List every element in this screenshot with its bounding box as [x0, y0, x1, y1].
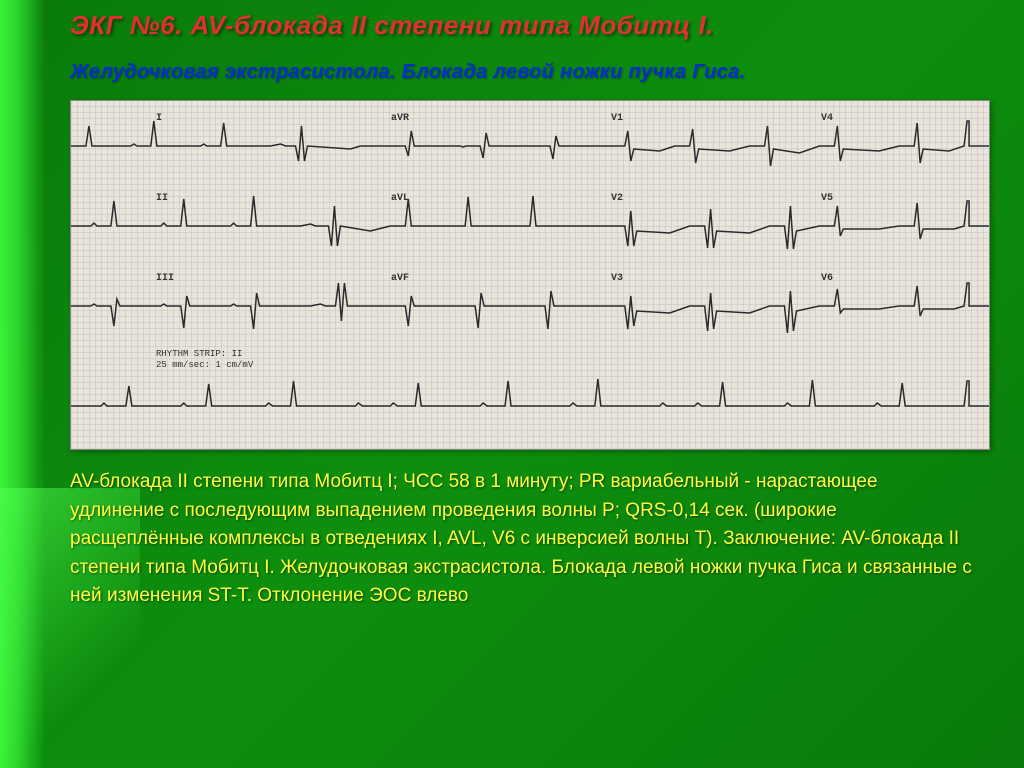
lead-label-III: III [156, 273, 174, 284]
lead-label-aVF: aVF [391, 273, 409, 284]
slide-content: ЭКГ №6. AV-блокада II степени типа Мобит… [0, 0, 1024, 631]
lead-label-aVR: aVR [391, 113, 409, 124]
lead-label-V3: V3 [611, 273, 623, 284]
slide-title: ЭКГ №6. AV-блокада II степени типа Мобит… [70, 10, 994, 41]
ecg-trace-1 [71, 191, 989, 261]
lead-label-II: II [156, 193, 168, 204]
ecg-rhythm-strip [71, 371, 989, 441]
lead-label-V5: V5 [821, 193, 833, 204]
ecg-trace-2 [71, 271, 989, 341]
lead-label-V1: V1 [611, 113, 623, 124]
ecg-chart: I aVR V1 V4 II aVL V2 V5 III aVF V3 V6 [70, 100, 990, 450]
slide-description: AV-блокада II степени типа Мобитц I; ЧСС… [70, 468, 994, 611]
ecg-row-1: II aVL V2 V5 [71, 191, 989, 261]
lead-label-V4: V4 [821, 113, 833, 124]
strip-label-line1: RHYTHM STRIP: II [156, 349, 253, 360]
strip-label-line2: 25 mm/sec: 1 cm/mV [156, 360, 253, 371]
ecg-row-0: I aVR V1 V4 [71, 111, 989, 181]
lead-label-V6: V6 [821, 273, 833, 284]
slide-subtitle: Желудочковая экстрасистола. Блокада лево… [70, 61, 994, 84]
lead-label-I: I [156, 113, 162, 124]
rhythm-strip-label: RHYTHM STRIP: II 25 mm/sec: 1 cm/mV [156, 349, 253, 371]
ecg-row-2: III aVF V3 V6 [71, 271, 989, 341]
lead-label-aVL: aVL [391, 193, 409, 204]
conclusion-label: Заключение: [723, 528, 841, 549]
lead-label-V2: V2 [611, 193, 623, 204]
ecg-trace-rhythm [71, 371, 989, 441]
ecg-trace-0 [71, 111, 989, 181]
